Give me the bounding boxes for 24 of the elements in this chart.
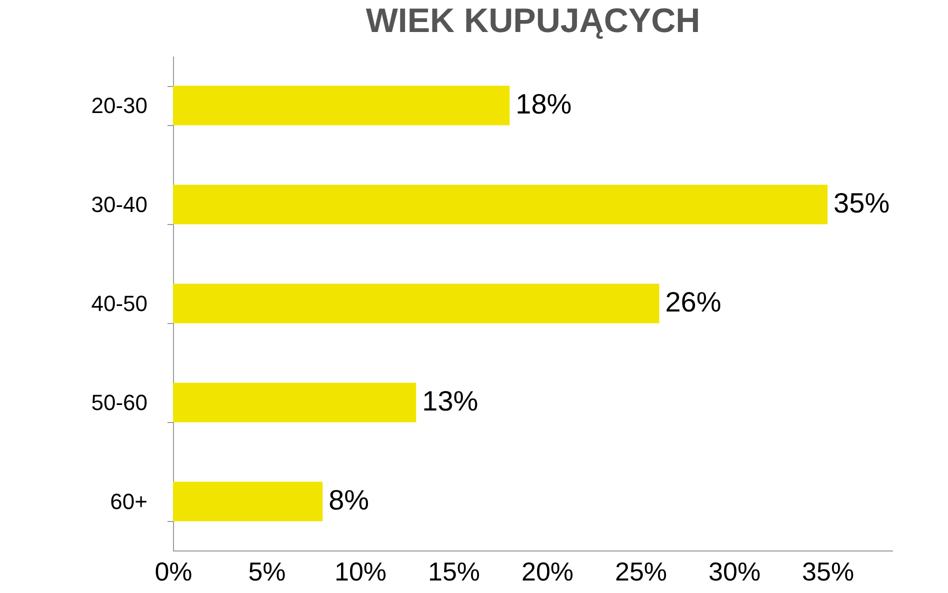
data-label: 13% xyxy=(422,386,478,416)
x-tick-label: 35% xyxy=(802,556,854,586)
data-label: 26% xyxy=(665,286,722,318)
x-tick-label: 5% xyxy=(248,556,286,586)
y-tick-label: 60+ xyxy=(110,489,148,514)
y-tick-label: 40-50 xyxy=(91,291,148,316)
data-label: 18% xyxy=(516,88,572,120)
x-tick-label: 0% xyxy=(154,556,192,586)
bar xyxy=(173,482,323,522)
x-tick-label: 10% xyxy=(334,556,387,586)
data-label: 8% xyxy=(328,484,370,516)
chart-title: WIEK KUPUJĄCYCH xyxy=(366,2,700,40)
x-tick-label: 30% xyxy=(708,556,761,586)
x-tick-label: 15% xyxy=(428,556,480,586)
y-tick-label: 50-60 xyxy=(91,390,148,415)
x-tick-label: 25% xyxy=(615,556,668,586)
bar xyxy=(173,284,660,324)
y-tick-label: 20-30 xyxy=(91,93,148,118)
data-label: 35% xyxy=(834,188,890,218)
x-tick-label: 20% xyxy=(522,556,574,586)
y-tick-label: 30-40 xyxy=(91,192,148,217)
bar xyxy=(173,86,510,126)
bar xyxy=(173,382,416,422)
bar xyxy=(173,184,828,224)
